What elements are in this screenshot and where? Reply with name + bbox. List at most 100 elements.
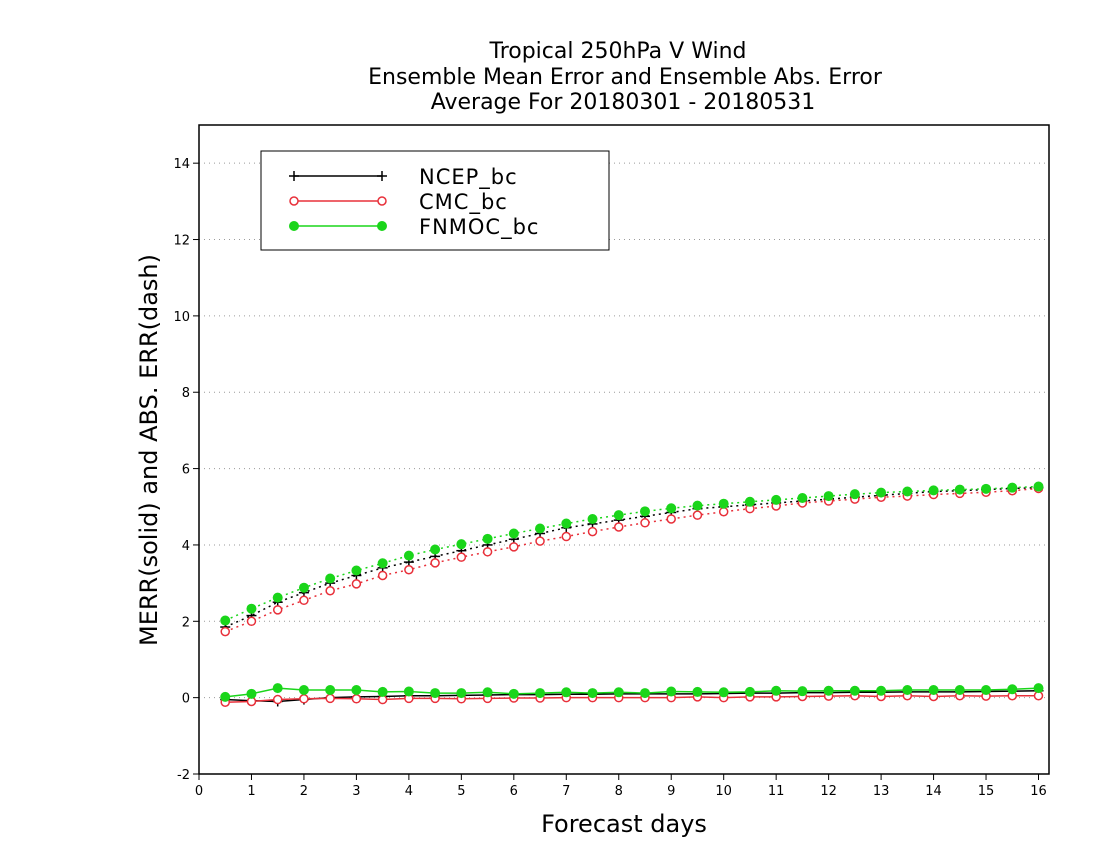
data-point-merr [325,693,335,704]
data-point-merr [272,683,283,694]
x-tick-label: 2 [300,784,308,799]
data-point-abs_err [718,498,729,509]
y-tick-label: 2 [182,615,190,630]
data-point-abs_err [325,573,336,584]
data-point-abs_err [246,603,257,614]
data-point-abs_err [587,526,598,537]
data-point-abs_err [613,510,624,521]
y-tick-label: 4 [182,539,190,554]
y-tick-label: 8 [182,386,190,401]
data-point-merr [1033,683,1044,694]
data-point-abs_err [430,544,441,555]
y-tick-label: 6 [182,463,190,478]
data-point-abs_err [377,558,388,569]
data-point-merr [508,688,519,699]
data-point-abs_err [272,592,283,603]
data-point-abs_err [535,536,545,546]
data-point-merr [718,687,729,698]
y-tick-label: -2 [177,768,190,783]
data-point-abs_err [1033,481,1044,492]
data-point-merr [351,694,362,704]
legend-label: FNMOC_bc [419,215,539,240]
data-point-abs_err [1007,482,1018,493]
data-point-merr [377,686,388,697]
data-point-abs_err [298,582,309,593]
x-tick-label: 14 [925,784,942,799]
data-point-merr [1007,684,1018,695]
legend-item: FNMOC_bc [289,215,539,240]
data-point-merr [351,685,362,696]
chart-title: Tropical 250hPa V Wind Ensemble Mean Err… [368,39,883,115]
legend-item: NCEP_bc [289,165,518,190]
data-point-abs_err [797,492,808,503]
x-tick-label: 10 [715,784,732,799]
data-point-abs_err [587,513,598,524]
data-point-merr [220,691,231,702]
legend-label: NCEP_bc [419,165,518,190]
data-point-merr [849,685,860,696]
data-point-merr [482,687,493,698]
data-point-merr [876,685,887,696]
x-tick-label: 1 [247,784,255,799]
data-point-abs_err [430,558,440,568]
data-point-abs_err [718,506,729,517]
data-point-abs_err [509,542,519,552]
data-point-abs_err [561,531,572,542]
data-point-abs_err [614,522,624,532]
data-point-abs_err [928,485,939,496]
data-point-abs_err [849,489,860,500]
data-point-merr [456,688,467,699]
data-point-abs_err [272,605,283,615]
x-tick-label: 13 [873,784,890,799]
data-point-abs_err [325,586,335,596]
x-tick-label: 3 [352,784,360,799]
data-point-merr [666,686,677,697]
data-point-abs_err [456,552,467,562]
chart-title-line-1: Tropical 250hPa V Wind [488,39,746,64]
data-point-merr [823,685,834,696]
series-line-abs_err [224,485,1039,622]
series-layer [220,481,1044,707]
data-point-abs_err [666,503,677,514]
data-point-abs_err [640,518,650,528]
data-point-abs_err [535,523,546,534]
data-point-merr [639,688,650,699]
data-point-abs_err [377,570,388,581]
series-line-abs_err [224,487,1039,633]
data-point-merr [561,687,572,698]
data-point-abs_err [482,533,493,544]
chart-title-line-3: Average For 20180301 - 20180531 [431,90,816,115]
x-tick-label: 15 [978,784,995,799]
legend-marker [377,171,387,181]
data-point-merr [403,686,414,697]
legend-marker [377,221,387,231]
legend-label: CMC_bc [419,190,508,215]
data-point-abs_err [692,500,703,511]
data-point-merr [902,685,913,696]
chart-title-line-2: Ensemble Mean Error and Ensemble Abs. Er… [368,65,883,90]
y-axis: -2 0 2 4 6 8 10 12 14 [173,157,199,783]
x-tick-label: 8 [615,784,623,799]
data-point-abs_err [482,547,493,557]
x-tick-label: 6 [510,784,518,799]
series-CMC_bc [220,483,1044,707]
data-point-abs_err [561,518,572,529]
data-point-merr [981,685,992,696]
data-point-merr [272,694,283,705]
data-point-abs_err [692,510,703,520]
data-point-abs_err [246,616,257,627]
gridlines [199,162,1049,775]
legend-marker [289,171,299,181]
x-tick-label: 16 [1030,784,1047,799]
data-point-abs_err [351,565,362,576]
x-tick-label: 12 [820,784,837,799]
plot-frame [198,124,1050,775]
data-point-abs_err [639,506,650,517]
data-point-abs_err [403,550,414,561]
data-point-abs_err [981,483,992,494]
data-point-merr [928,685,939,696]
legend-item: CMC_bc [289,190,508,215]
data-point-merr [587,688,598,699]
